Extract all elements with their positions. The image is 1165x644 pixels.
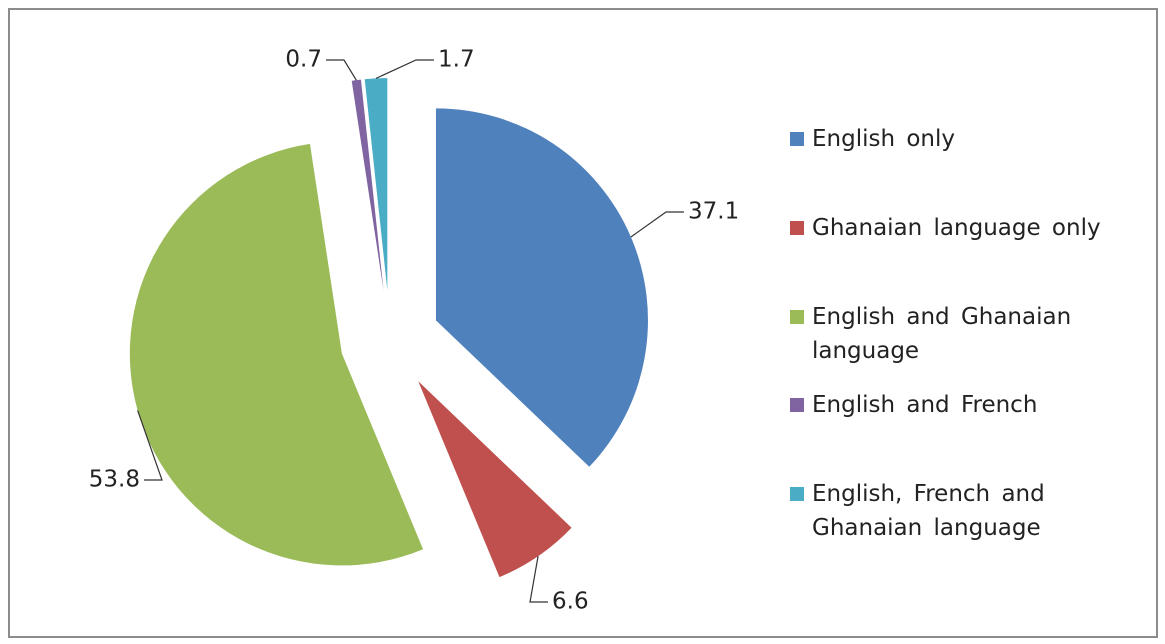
legend-swatch xyxy=(790,310,804,324)
pie-slice xyxy=(129,143,424,566)
legend-label: English and Ghanaian language xyxy=(812,304,1072,364)
pie-slice xyxy=(351,79,384,291)
legend-label: English only xyxy=(812,126,956,152)
legend-label: English, French and Ghanaian language xyxy=(812,481,1045,541)
legend-label: Ghanaian language only xyxy=(812,215,1101,241)
legend-item: English, French and Ghanaian language xyxy=(790,477,1155,545)
pie-slice xyxy=(418,381,572,578)
legend-swatch xyxy=(790,221,804,235)
legend-item: English and French xyxy=(790,388,1155,422)
legend-item: English and Ghanaian language xyxy=(790,300,1155,368)
data-label: 53.8 xyxy=(89,467,140,493)
data-label: 37.1 xyxy=(688,199,739,225)
legend-label: English and French xyxy=(812,392,1038,418)
legend-swatch xyxy=(790,398,804,412)
leader-line xyxy=(375,59,434,79)
data-label: 1.7 xyxy=(438,47,475,73)
leader-line xyxy=(529,556,548,603)
leader-line xyxy=(326,59,357,81)
data-label: 6.6 xyxy=(552,589,589,615)
leader-line xyxy=(630,211,684,238)
pie-slice xyxy=(435,108,648,467)
legend-swatch xyxy=(790,132,804,146)
pie-slice xyxy=(364,78,388,291)
legend-item: Ghanaian language only xyxy=(790,211,1155,245)
legend-swatch xyxy=(790,487,804,501)
legend: English only Ghanaian language only Englis… xyxy=(790,122,1155,600)
leader-line xyxy=(137,410,163,481)
legend-item: English only xyxy=(790,122,1155,156)
data-label: 0.7 xyxy=(285,47,322,73)
